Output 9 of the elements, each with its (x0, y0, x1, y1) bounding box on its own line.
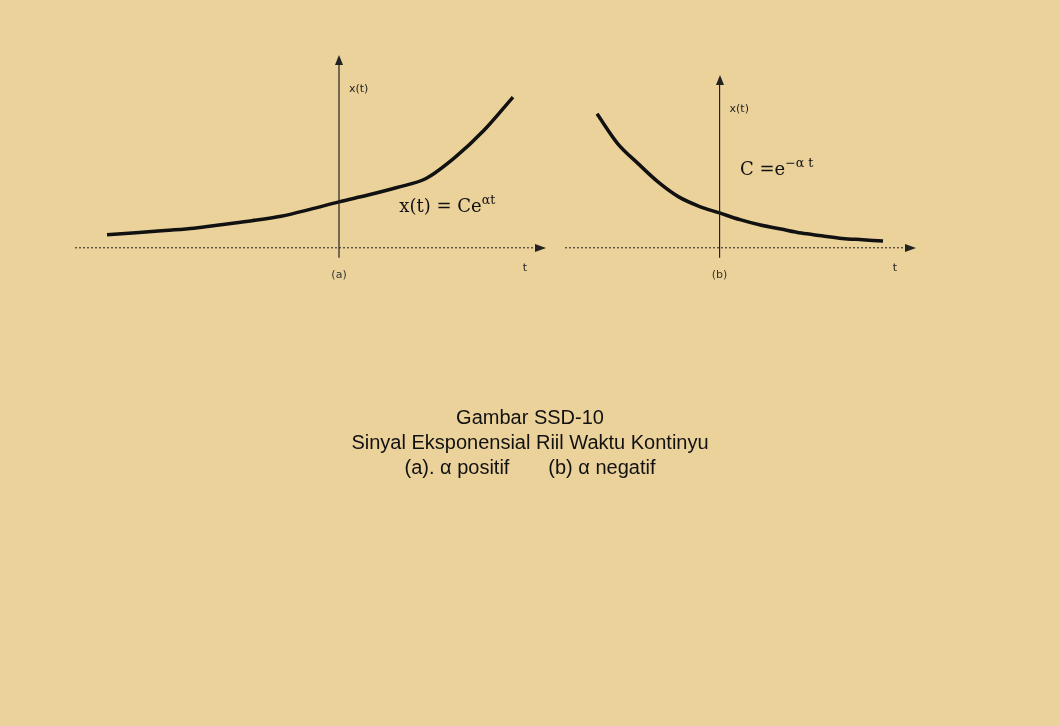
y-axis-title: x(t) (729, 101, 749, 115)
text: (a) (331, 267, 347, 281)
x-axis-title: t (522, 260, 528, 274)
text: (a). α positif (b) α negatif (403, 455, 657, 480)
text: Sinyal Eksponensial Riil Waktu Kontinyu (350, 430, 710, 455)
text: (b) (711, 267, 728, 281)
y-axis-title: x(t) (349, 81, 369, 95)
text: Gambar SSD-10 (455, 405, 605, 430)
x-axis-title: t (892, 260, 898, 274)
